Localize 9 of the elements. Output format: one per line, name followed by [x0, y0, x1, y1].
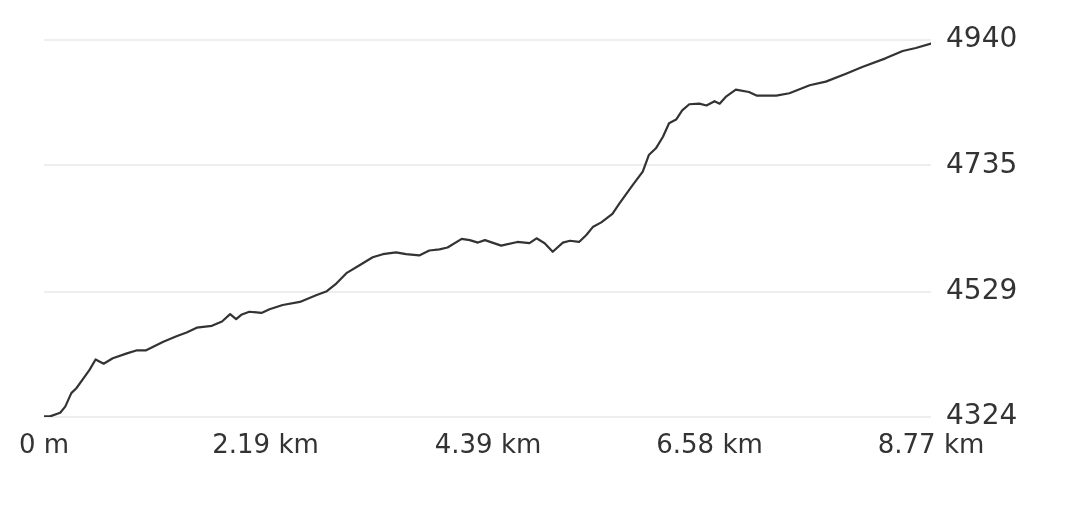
- y-tick-label: 4529: [946, 272, 1018, 306]
- x-tick-label: 8.77 km: [877, 429, 985, 460]
- y-tick-label: 4735: [946, 146, 1018, 180]
- x-tick-label: 6.58 km: [656, 429, 763, 460]
- x-tick-label: 2.19 km: [212, 429, 319, 460]
- y-tick-label: 4324: [946, 398, 1018, 432]
- x-tick-label: 0 m: [18, 429, 70, 460]
- x-tick-label: 4.39 km: [434, 429, 542, 460]
- y-tick-label: 4940: [946, 21, 1018, 55]
